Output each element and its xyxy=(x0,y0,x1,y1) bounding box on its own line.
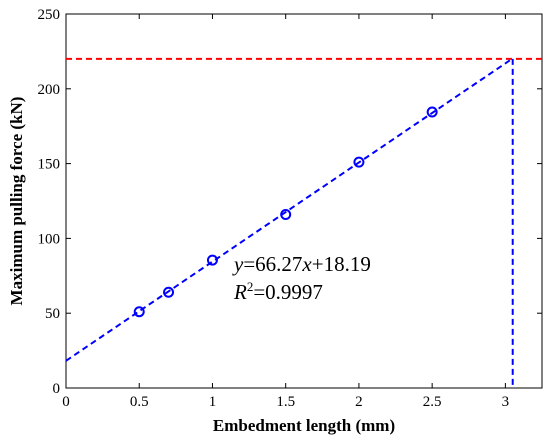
data-point xyxy=(206,254,218,266)
y-tick-label: 200 xyxy=(38,82,61,98)
x-tick-label: 0.5 xyxy=(130,394,149,410)
data-point xyxy=(280,208,292,220)
data-point xyxy=(353,156,365,168)
y-tick-label: 0 xyxy=(53,381,61,397)
data-point xyxy=(133,306,145,318)
y-tick-label: 150 xyxy=(38,157,61,173)
x-axis-label: Embedment length (mm) xyxy=(213,416,395,435)
x-tick-label: 1 xyxy=(209,394,217,410)
reference-lines xyxy=(66,57,542,388)
y-tick-label: 50 xyxy=(45,306,60,322)
y-axis: 0 50 100 150 200 250 xyxy=(38,7,542,397)
y-tick-label: 250 xyxy=(38,7,61,23)
equation-annotation: y=66.27x+18.19 xyxy=(232,252,371,276)
data-point xyxy=(163,286,175,298)
x-tick-label: 0 xyxy=(62,394,70,410)
x-tick-label: 1.5 xyxy=(276,394,295,410)
plot-area xyxy=(65,13,543,389)
r-squared-annotation: R2=0.9997 xyxy=(233,279,323,304)
x-tick-label: 2 xyxy=(355,394,363,410)
x-axis: 0 0.5 1 1.5 2 2.5 3 xyxy=(62,14,509,410)
y-tick-label: 100 xyxy=(38,231,61,247)
x-tick-label: 3 xyxy=(502,394,510,410)
x-tick-label: 2.5 xyxy=(423,394,442,410)
data-points xyxy=(133,106,438,318)
data-point xyxy=(426,106,438,118)
y-axis-label: Maximum pulling force (kN) xyxy=(7,97,26,306)
